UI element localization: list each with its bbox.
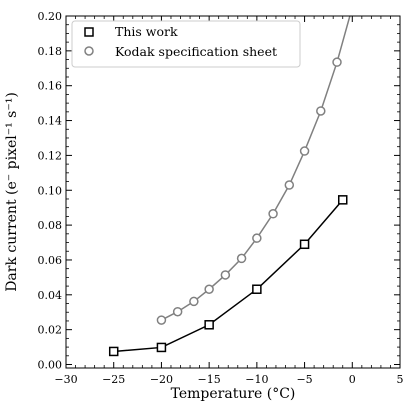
data-point-square [299, 239, 310, 250]
y-tick-label: 0.12 [38, 149, 63, 162]
data-point-square [252, 284, 262, 294]
x-tick-label: −15 [198, 373, 221, 386]
data-point-circle [236, 253, 247, 264]
legend: This work Kodak specification sheet [71, 20, 301, 68]
y-tick-label: 0.08 [38, 219, 63, 232]
data-point-circle [332, 57, 342, 67]
data-point-circle [172, 306, 183, 317]
legend-label-kodak: Kodak specification sheet [115, 44, 277, 59]
x-tick-label: −30 [54, 373, 77, 386]
y-tick-label: 0.02 [38, 324, 63, 337]
data-point-circle [268, 209, 278, 219]
data-point-square [156, 342, 167, 353]
y-tick-label: 0.16 [38, 80, 63, 93]
x-tick-label: −20 [150, 373, 173, 386]
x-tick-label: 5 [397, 373, 404, 386]
x-tick-label: −10 [245, 373, 268, 386]
data-point-square [337, 195, 348, 205]
x-tick-label: −5 [296, 373, 312, 386]
y-tick-label: 0.14 [38, 115, 63, 128]
y-tick-label: 0.00 [38, 359, 63, 372]
data-point-circle [348, 3, 356, 11]
data-point-circle [204, 284, 214, 294]
y-tick-label: 0.20 [38, 10, 63, 23]
y-tick-label: 0.06 [38, 254, 63, 267]
x-tick-label: −25 [102, 373, 125, 386]
y-tick-label: 0.10 [38, 184, 63, 197]
plot-frame [65, 15, 401, 369]
legend-item-this-work: This work [84, 24, 178, 39]
series-layer [108, 3, 356, 357]
data-point-circle [299, 146, 310, 156]
legend-label-this-work: This work [115, 24, 178, 39]
legend-marker-square [84, 27, 94, 37]
data-point-circle [156, 315, 167, 325]
x-axis-label: Temperature (°C) [171, 386, 296, 402]
series-line-0 [113, 199, 344, 353]
data-point-circle [316, 106, 326, 116]
data-point-circle [189, 296, 199, 307]
legend-frame [71, 20, 301, 68]
x-tick-label: 0 [349, 373, 356, 386]
data-point-square [108, 346, 119, 357]
data-point-circle [252, 233, 262, 243]
y-tick-label: 0.18 [38, 45, 63, 58]
y-axis-label: Dark current (e⁻ pixel⁻¹ s⁻¹) [4, 92, 20, 292]
data-point-circle [220, 270, 231, 280]
data-point-square [204, 320, 214, 330]
y-tick-label: 0.04 [38, 289, 63, 302]
legend-marker-circle [84, 46, 94, 56]
ticks-layer: −30 −25 −20 −15 −10 −5 0 5 0.00 0.02 0.04 0.06 0.08 0… [38, 10, 404, 386]
data-point-circle [284, 180, 295, 190]
legend-item-kodak: Kodak specification sheet [84, 44, 277, 59]
